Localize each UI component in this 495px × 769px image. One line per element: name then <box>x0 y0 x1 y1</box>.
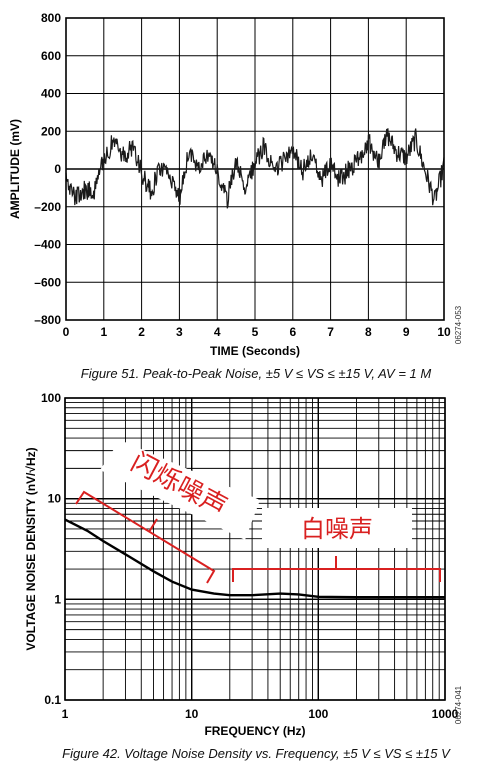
bottom-x-tick-label: 1000 <box>432 707 459 721</box>
top-y-tick-label: 600 <box>41 49 61 63</box>
top-x-axis-title: TIME (Seconds) <box>210 344 300 358</box>
bottom-y-tick-labels: 100 10 1 0.1 <box>41 391 61 707</box>
bottom-x-tick-labels: 1 10 100 1000 <box>62 707 459 721</box>
top-y-tick-label: 400 <box>41 87 61 101</box>
bottom-x-tick-label: 10 <box>185 707 199 721</box>
top-x-tick-label: 8 <box>365 325 372 339</box>
annotation-brackets <box>75 490 441 584</box>
white-noise-bracket <box>232 568 441 582</box>
top-x-tick-label: 2 <box>138 325 145 339</box>
top-noise-trace <box>65 128 445 209</box>
bottom-y-tick-label: 1 <box>54 592 61 606</box>
white-noise-label-background <box>262 508 412 548</box>
top-figure-id: 06274-053 <box>454 305 463 344</box>
top-x-tick-label: 9 <box>403 325 410 339</box>
bottom-y-tick-label: 0.1 <box>44 693 61 707</box>
bottom-x-tick-label: 100 <box>308 707 328 721</box>
top-x-tick-label: 1 <box>100 325 107 339</box>
top-y-tick-label: –800 <box>34 313 61 327</box>
bottom-y-tick-label: 10 <box>48 492 62 506</box>
bottom-y-axis-title: VOLTAGE NOISE DENSITY (nV/√Hz) <box>24 447 38 650</box>
bottom-density-trace <box>64 518 445 599</box>
bottom-plot-frame <box>64 397 446 701</box>
flicker-noise-label-background <box>100 440 260 540</box>
top-y-tick-label: –600 <box>34 275 61 289</box>
top-x-tick-labels: 0 1 2 3 4 5 6 7 8 9 10 <box>63 325 451 339</box>
top-y-tick-label: –200 <box>34 200 61 214</box>
top-x-tick-label: 6 <box>289 325 296 339</box>
top-y-tick-label: –400 <box>34 238 61 252</box>
bottom-figure-caption: Figure 42. Voltage Noise Density vs. Fre… <box>62 746 451 761</box>
top-y-axis-title: AMPLITUDE (mV) <box>8 119 22 219</box>
bottom-figure-id: 06274-041 <box>454 685 463 724</box>
top-y-tick-labels: 800 600 400 200 0 –200 –400 –600 –800 <box>34 11 61 327</box>
top-x-tick-label: 10 <box>437 325 451 339</box>
top-y-tick-label: 200 <box>41 124 61 138</box>
top-x-tick-label: 3 <box>176 325 183 339</box>
top-figure-caption: Figure 51. Peak-to-Peak Noise, ±5 V ≤ VS… <box>81 366 432 381</box>
top-y-tick-label: 0 <box>54 162 61 176</box>
top-x-tick-label: 4 <box>214 325 221 339</box>
top-x-tick-label: 7 <box>327 325 334 339</box>
top-chart: 0 1 2 3 4 5 6 7 8 9 10 800 600 400 200 0 –200 –400 –600 –8… <box>8 11 463 381</box>
white-noise-label: 白噪声 <box>301 515 373 543</box>
top-plot-frame <box>65 17 445 321</box>
top-y-tick-label: 800 <box>41 11 61 25</box>
bottom-x-axis-title: FREQUENCY (Hz) <box>204 724 305 738</box>
bottom-x-tick-label: 1 <box>62 707 69 721</box>
bottom-y-tick-label: 100 <box>41 391 61 405</box>
top-x-tick-label: 5 <box>252 325 259 339</box>
flicker-noise-bracket-tick <box>148 518 158 533</box>
top-x-tick-label: 0 <box>63 325 70 339</box>
